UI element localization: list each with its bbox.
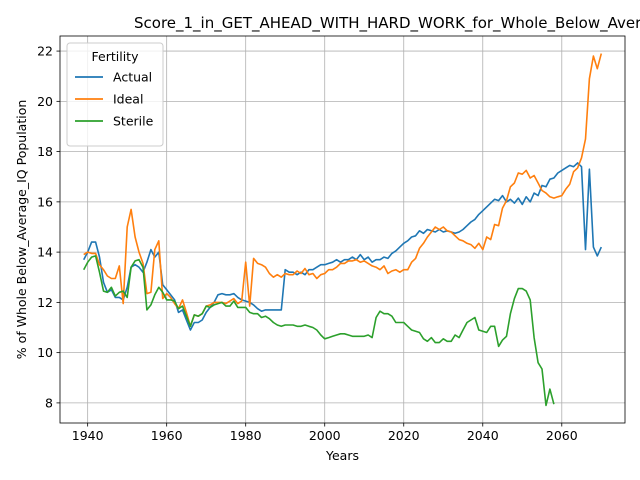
plot-frame [59,35,626,424]
y-tick-label: 16 [37,194,53,209]
y-tick-label: 20 [37,94,53,109]
legend: Fertility Actual Ideal Sterile [66,42,164,147]
x-tick-label: 2060 [546,428,578,443]
series-lines [82,53,603,407]
x-tick-label: 1960 [151,428,183,443]
axis-ticks: 1940 1960 1980 2000 2020 2040 2060 8 10 12 14 16 18 2… [37,44,578,443]
y-tick-label: 8 [45,395,53,410]
x-tick-label: 1980 [230,428,262,443]
x-tick-label: 2020 [388,428,420,443]
y-tick-label: 14 [37,245,53,260]
x-axis-label: Years [325,448,359,463]
x-tick-label: 1940 [72,428,104,443]
y-tick-label: 12 [37,295,53,310]
legend-items: Actual Ideal Sterile [75,70,154,129]
chart-title: Score_1_in_GET_AHEAD_WITH_HARD_WORK_for_… [134,14,640,33]
y-tick-label: 22 [37,44,53,59]
legend-label-ideal: Ideal [113,92,143,107]
x-tick-label: 2040 [467,428,499,443]
legend-label-actual: Actual [113,70,152,85]
series-line-actual [82,162,603,331]
series-line-ideal [83,53,603,328]
legend-label-sterile: Sterile [113,114,154,129]
series-line-sterile [82,255,555,407]
legend-title: Fertility [92,49,140,64]
y-axis-label: % of Whole Below_Average_IQ Population [14,100,29,360]
x-tick-label: 2000 [309,428,341,443]
y-tick-label: 18 [37,144,53,159]
y-tick-label: 10 [37,345,53,360]
